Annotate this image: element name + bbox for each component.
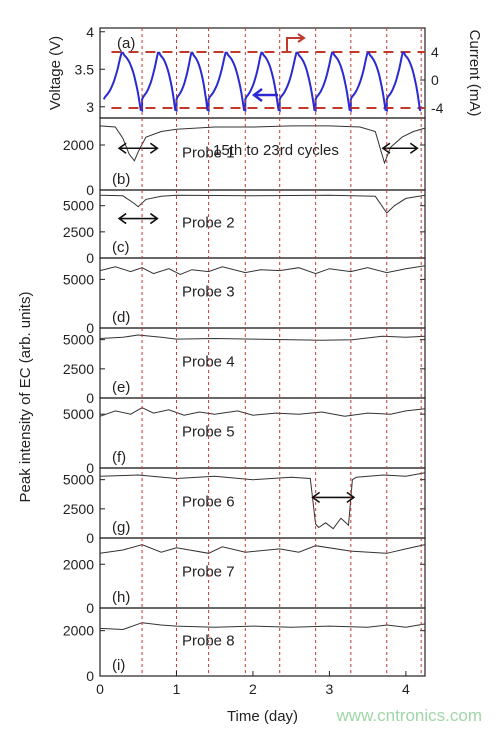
- arrowhead-left: [311, 491, 321, 504]
- y-tick-label: 0: [86, 320, 94, 336]
- panel-a: 3 3.5 4 4 0 -4 (a) Voltage (V) Current (mA): [47, 24, 483, 119]
- arrowhead-right: [409, 142, 419, 154]
- probe-trace: [99, 194, 426, 214]
- y-tick-label: 0: [86, 390, 94, 406]
- arrowhead-left: [117, 212, 127, 225]
- panel-a-frame: [99, 27, 426, 119]
- y-tick-label: 0: [86, 250, 94, 266]
- y-axis-title: Peak intensity of EC (arb. units): [17, 292, 34, 503]
- current-arrowhead: [297, 33, 306, 43]
- current-direction-arrow: [286, 37, 302, 52]
- panel-label: (i): [112, 657, 125, 674]
- panel-frame: [99, 537, 426, 609]
- voltage-axis-title: Voltage (V): [47, 36, 64, 110]
- y-tick-label: 0: [86, 600, 94, 616]
- panels-layer: 3 3.5 4 4 0 -4 (a) Voltage (V) Current (mA) 0 2000…: [47, 24, 483, 684]
- panel-label: (d): [112, 309, 130, 326]
- probe-trace: [99, 407, 426, 417]
- panel-label-a: (a): [117, 35, 135, 52]
- panel-frame: [99, 327, 426, 399]
- panel-frame: [99, 467, 426, 539]
- probe-trace: [99, 544, 426, 554]
- y-tick-label: 2500: [63, 224, 94, 240]
- y-tick-label: 2000: [63, 556, 94, 572]
- y-tick-label: 5000: [63, 198, 94, 214]
- current-axis-title: Current (mA): [466, 30, 483, 117]
- watermark: www.cntronics.com: [336, 706, 482, 725]
- voltage-curve: [102, 51, 422, 113]
- y-tick-label: 0: [86, 460, 94, 476]
- x-axis-title: Time (day): [227, 708, 298, 725]
- axes-layer: 0 1 2 3 4 Time (day) Peak intensity of EC (arb…: [17, 292, 410, 725]
- cycle-marker-lines: [141, 28, 422, 676]
- y-tick-label: 5000: [63, 271, 94, 287]
- y-tick-label: 0: [86, 182, 94, 198]
- y-tick-label: 0: [86, 530, 94, 546]
- panel-frame: [99, 607, 426, 677]
- panel-label: (f): [112, 449, 126, 466]
- arrowhead-left: [381, 142, 391, 154]
- y-tick-label: 2000: [63, 137, 94, 153]
- y-tick-label: 0: [86, 668, 94, 684]
- panel-label: (b): [112, 171, 130, 188]
- probe-trace: [99, 334, 426, 341]
- arrowhead-left: [117, 142, 127, 154]
- voltage-arrowhead: [251, 88, 263, 102]
- x-tick-label: 0: [96, 681, 104, 697]
- y-tick-label: 5000: [63, 472, 94, 488]
- voltage-tick-label: 4: [86, 24, 94, 40]
- panel-label: (h): [112, 589, 130, 606]
- cycles-annotation: 15th to 23rd cycles: [213, 142, 339, 159]
- panel-label: (e): [112, 379, 130, 396]
- current-tick-label: 4: [431, 44, 439, 60]
- probe-trace: [99, 622, 426, 631]
- panel-label: (g): [112, 519, 130, 536]
- current-tick-label: 0: [431, 72, 439, 88]
- y-tick-label: 5000: [63, 406, 94, 422]
- panel-e: 0 2500 5000 (e) Probe 4: [63, 327, 426, 406]
- y-tick-label: 2500: [63, 501, 94, 517]
- panel-frame: [99, 189, 426, 259]
- probe-label: Probe 1: [182, 145, 235, 162]
- x-tick-label: 4: [402, 681, 410, 697]
- arrowhead-right: [346, 491, 356, 504]
- panel-frame: [99, 397, 426, 469]
- probe-trace: [99, 265, 426, 276]
- x-tick-label: 1: [173, 681, 181, 697]
- arrowhead-right: [149, 142, 159, 154]
- y-tick-label: 2000: [63, 623, 94, 639]
- panel-h: 0 2000 (h) Probe 7: [63, 537, 426, 616]
- x-tick-label: 3: [326, 681, 334, 697]
- arrowhead-right: [149, 212, 159, 225]
- probe-trace: [99, 472, 426, 530]
- panel-frame: [99, 257, 426, 329]
- voltage-tick-label: 3.5: [75, 61, 95, 77]
- x-tick-label: 2: [249, 681, 257, 697]
- y-tick-label: 2500: [63, 361, 94, 377]
- probe-label: Probe 7: [182, 564, 235, 581]
- probe-trace: [99, 125, 426, 165]
- current-tick-label: -4: [431, 100, 444, 116]
- panel-label: (c): [112, 239, 130, 256]
- probe-label: Probe 4: [182, 354, 235, 371]
- y-tick-label: 5000: [63, 332, 94, 348]
- voltage-tick-label: 3: [86, 99, 94, 115]
